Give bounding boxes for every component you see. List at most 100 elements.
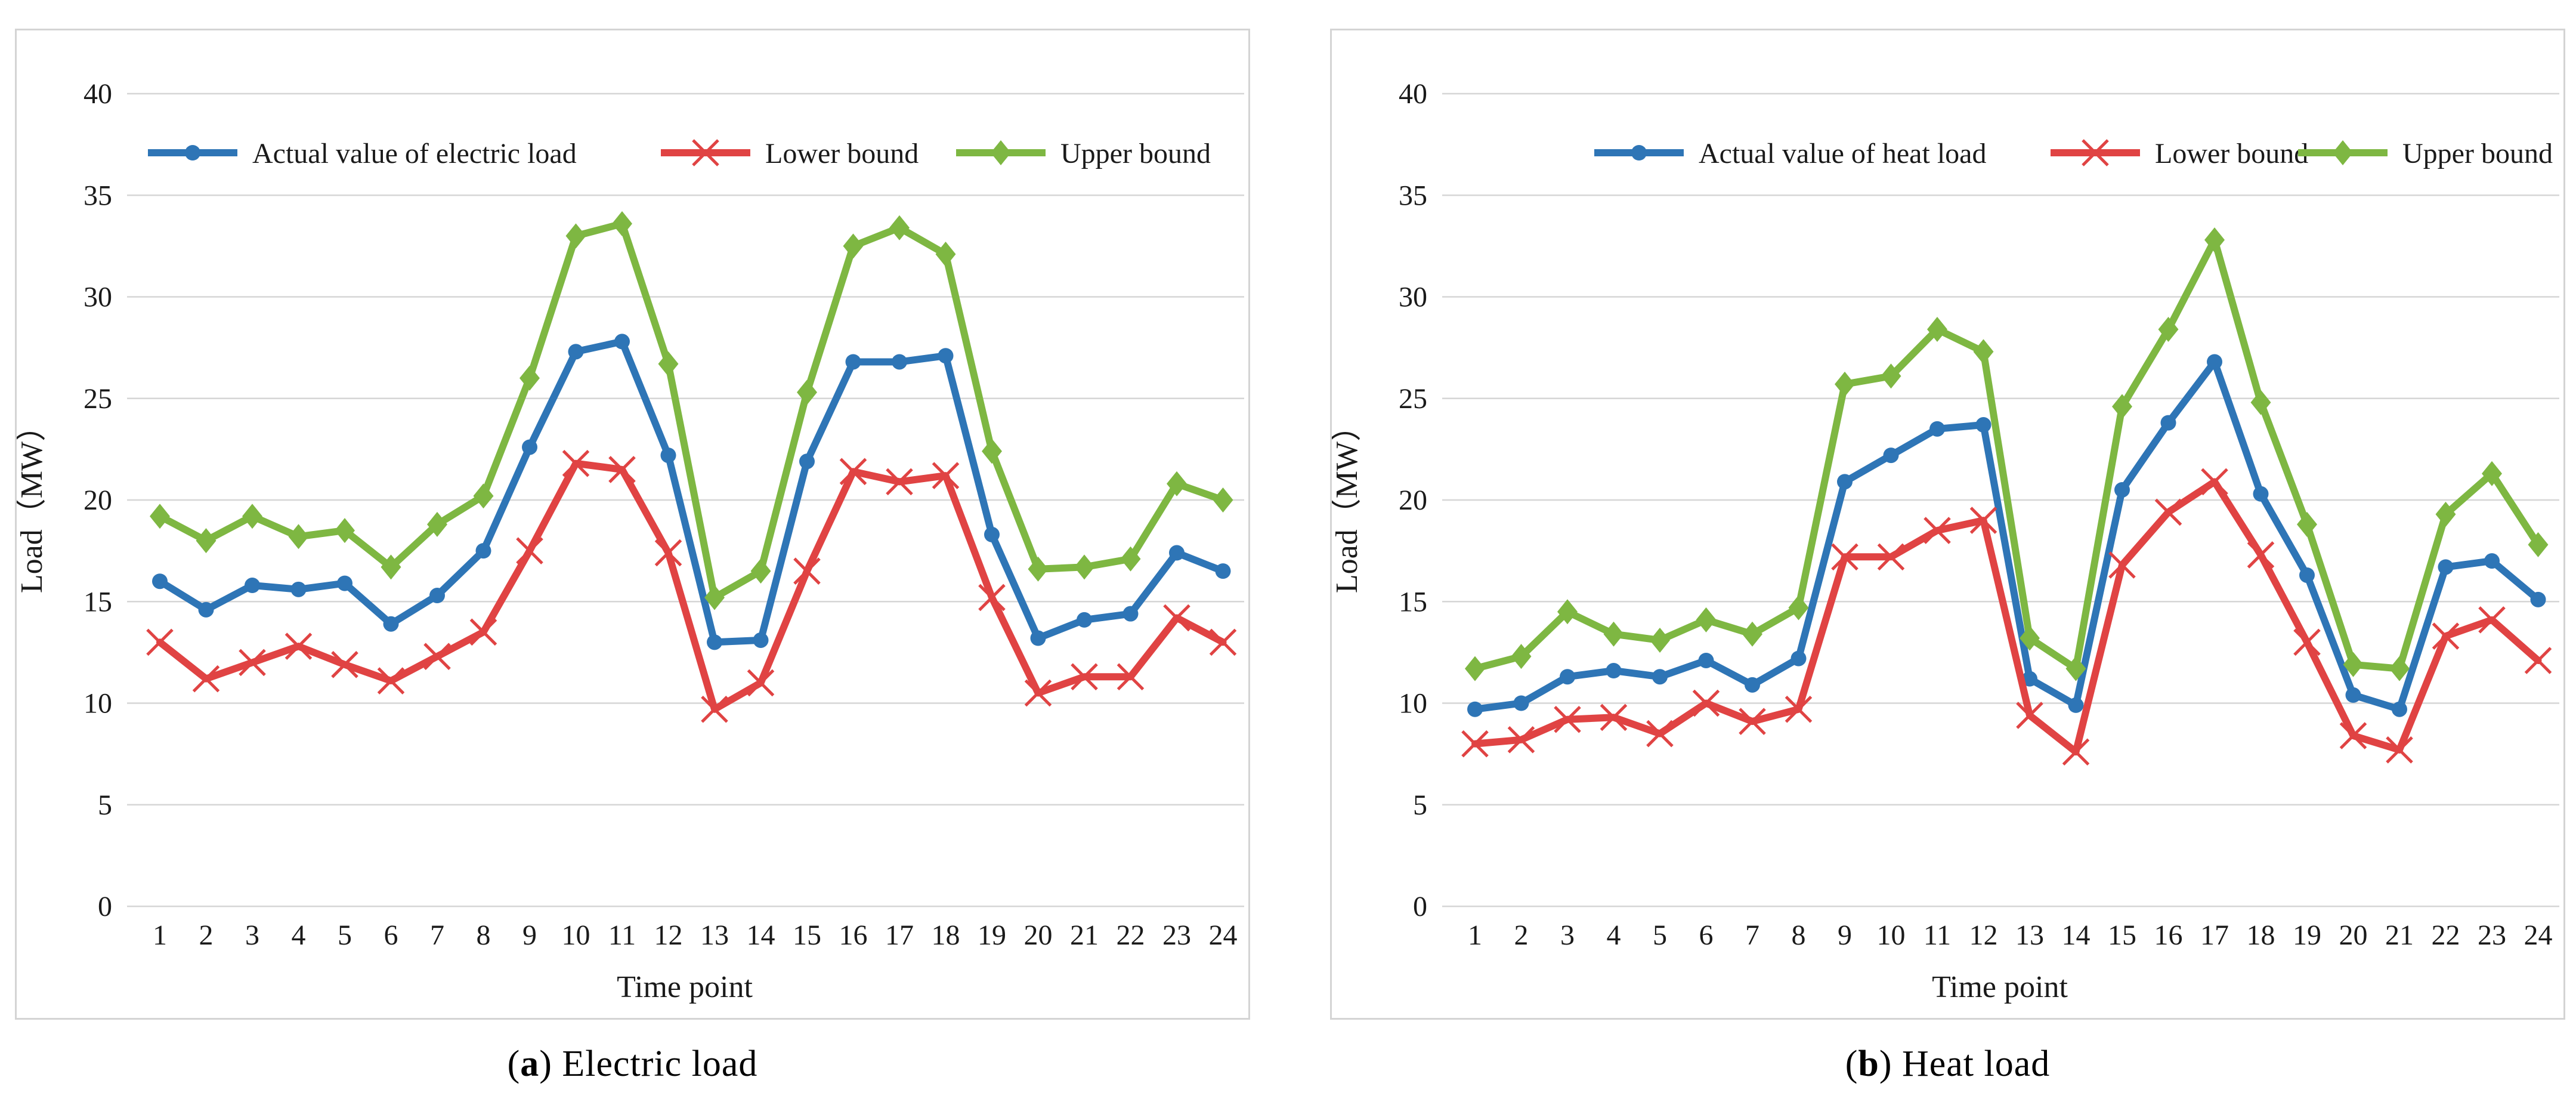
- x-marker: [284, 632, 313, 660]
- x-tick-label: 18: [932, 919, 960, 951]
- y-axis-title: Load（MW）: [1332, 411, 1364, 593]
- series-lower-bound: [1461, 468, 2552, 766]
- circle-marker: [2114, 482, 2130, 498]
- y-tick-label: 35: [84, 180, 112, 211]
- diamond-marker: [1973, 339, 1994, 365]
- x-marker: [1924, 517, 1951, 544]
- circle-marker: [245, 578, 260, 594]
- circle-marker: [753, 632, 769, 648]
- x-marker: [1024, 679, 1052, 707]
- circle-marker: [2392, 701, 2407, 717]
- diamond-marker: [658, 351, 679, 376]
- diamond-marker: [1511, 644, 1532, 669]
- circle-marker: [337, 575, 352, 591]
- x-tick-label: 6: [1699, 919, 1714, 951]
- diamond-marker: [1074, 554, 1094, 580]
- x-tick-label: 16: [839, 919, 868, 951]
- x-marker: [1554, 705, 1581, 733]
- y-tick-label: 0: [1413, 891, 1427, 922]
- x-marker: [654, 539, 682, 567]
- diamond-marker: [2204, 227, 2225, 253]
- x-tick-label: 11: [608, 919, 636, 951]
- diamond-marker: [1927, 316, 1947, 342]
- diamond-marker: [242, 504, 262, 529]
- legend-x-marker: [2082, 139, 2109, 166]
- diamond-marker: [2158, 316, 2179, 342]
- circle-marker: [1883, 448, 1899, 464]
- x-marker: [1739, 708, 1766, 735]
- diamond-marker: [1465, 656, 1485, 681]
- circle-marker: [290, 581, 307, 597]
- legend: Actual value of heat load Lower bound Uppe…: [1594, 138, 2553, 169]
- x-marker: [1117, 663, 1145, 691]
- y-tick-label: 40: [1399, 78, 1427, 110]
- x-axis-title: Time point: [617, 970, 753, 1004]
- x-tick-label: 10: [562, 919, 590, 951]
- x-marker: [2524, 647, 2552, 674]
- circle-marker: [429, 588, 445, 604]
- legend-label: Lower bound: [2155, 138, 2308, 169]
- diamond-marker: [2020, 625, 2040, 651]
- x-tick-label: 8: [477, 919, 491, 951]
- diamond-marker: [473, 483, 494, 509]
- x-tick-label: 10: [1877, 919, 1906, 951]
- x-tick-label: 15: [2108, 919, 2136, 951]
- y-axis-title: Load（MW）: [17, 411, 49, 593]
- diamond-marker: [889, 215, 910, 240]
- diamond-marker: [381, 554, 401, 580]
- x-tick-label: 21: [2385, 919, 2414, 951]
- diamond-marker: [2065, 656, 2086, 681]
- x-tick-label: 3: [1560, 919, 1575, 951]
- x-marker: [469, 618, 497, 646]
- diamond-marker: [2482, 461, 2502, 486]
- x-tick-label: 8: [1792, 919, 1806, 951]
- circle-marker: [799, 453, 815, 470]
- x-marker: [2386, 736, 2413, 764]
- x-marker: [932, 462, 960, 489]
- x-marker: [2247, 541, 2275, 569]
- y-tick-label: 20: [1399, 484, 1427, 516]
- diamond-marker: [1603, 621, 1624, 647]
- x-tick-label: 14: [2062, 919, 2091, 951]
- diamond-marker: [1788, 595, 1809, 621]
- heat-load-panel: 0 5 10 15 20 25 30 35 40 1 2 3 4 5 6 7 8 9 10 11 12 13 14 15 16 1…: [1330, 29, 2565, 1020]
- circle-marker: [1560, 669, 1575, 685]
- circle-marker: [1122, 606, 1139, 622]
- legend-label: Actual value of heat load: [1699, 138, 1986, 169]
- circle-marker: [2068, 697, 2084, 713]
- diamond-marker: [1835, 371, 1855, 397]
- circle-marker: [383, 616, 399, 632]
- legend-circle-marker: [1631, 145, 1647, 161]
- diamond-marker: [1167, 471, 1187, 496]
- x-tick-label: 6: [384, 919, 398, 951]
- circle-marker: [2345, 687, 2361, 703]
- diamond-marker: [1557, 599, 1578, 625]
- diamond-marker: [2250, 390, 2271, 415]
- y-tick-label: 25: [84, 383, 112, 415]
- diamond-marker: [519, 365, 540, 391]
- circle-marker: [1169, 545, 1185, 561]
- diamond-marker: [2343, 652, 2364, 677]
- x-tick-label: 23: [2478, 919, 2506, 951]
- x-marker: [1600, 703, 1628, 732]
- diamond-marker: [2528, 532, 2549, 557]
- x-marker: [1692, 689, 1720, 717]
- diamond-marker: [797, 379, 817, 405]
- circle-marker: [1652, 669, 1668, 685]
- legend-circle-marker: [185, 145, 200, 161]
- y-tick-label: 0: [98, 891, 112, 922]
- y-axis-tick-labels: 0 5 10 15 20 25 30 35 40: [84, 78, 112, 922]
- diamond-marker: [196, 528, 217, 554]
- diamond-marker: [427, 511, 447, 537]
- circle-marker: [2484, 553, 2500, 569]
- x-marker: [2432, 622, 2460, 650]
- x-marker: [1163, 604, 1190, 632]
- caption-a-open: (: [507, 1044, 521, 1084]
- y-axis-tick-labels: 0 5 10 15 20 25 30 35 40: [1399, 78, 1427, 922]
- caption-b-text: ) Heat load: [1879, 1044, 2051, 1084]
- x-axis-title: Time point: [1932, 970, 2068, 1004]
- circle-marker: [198, 601, 214, 618]
- circle-marker: [1698, 652, 1714, 668]
